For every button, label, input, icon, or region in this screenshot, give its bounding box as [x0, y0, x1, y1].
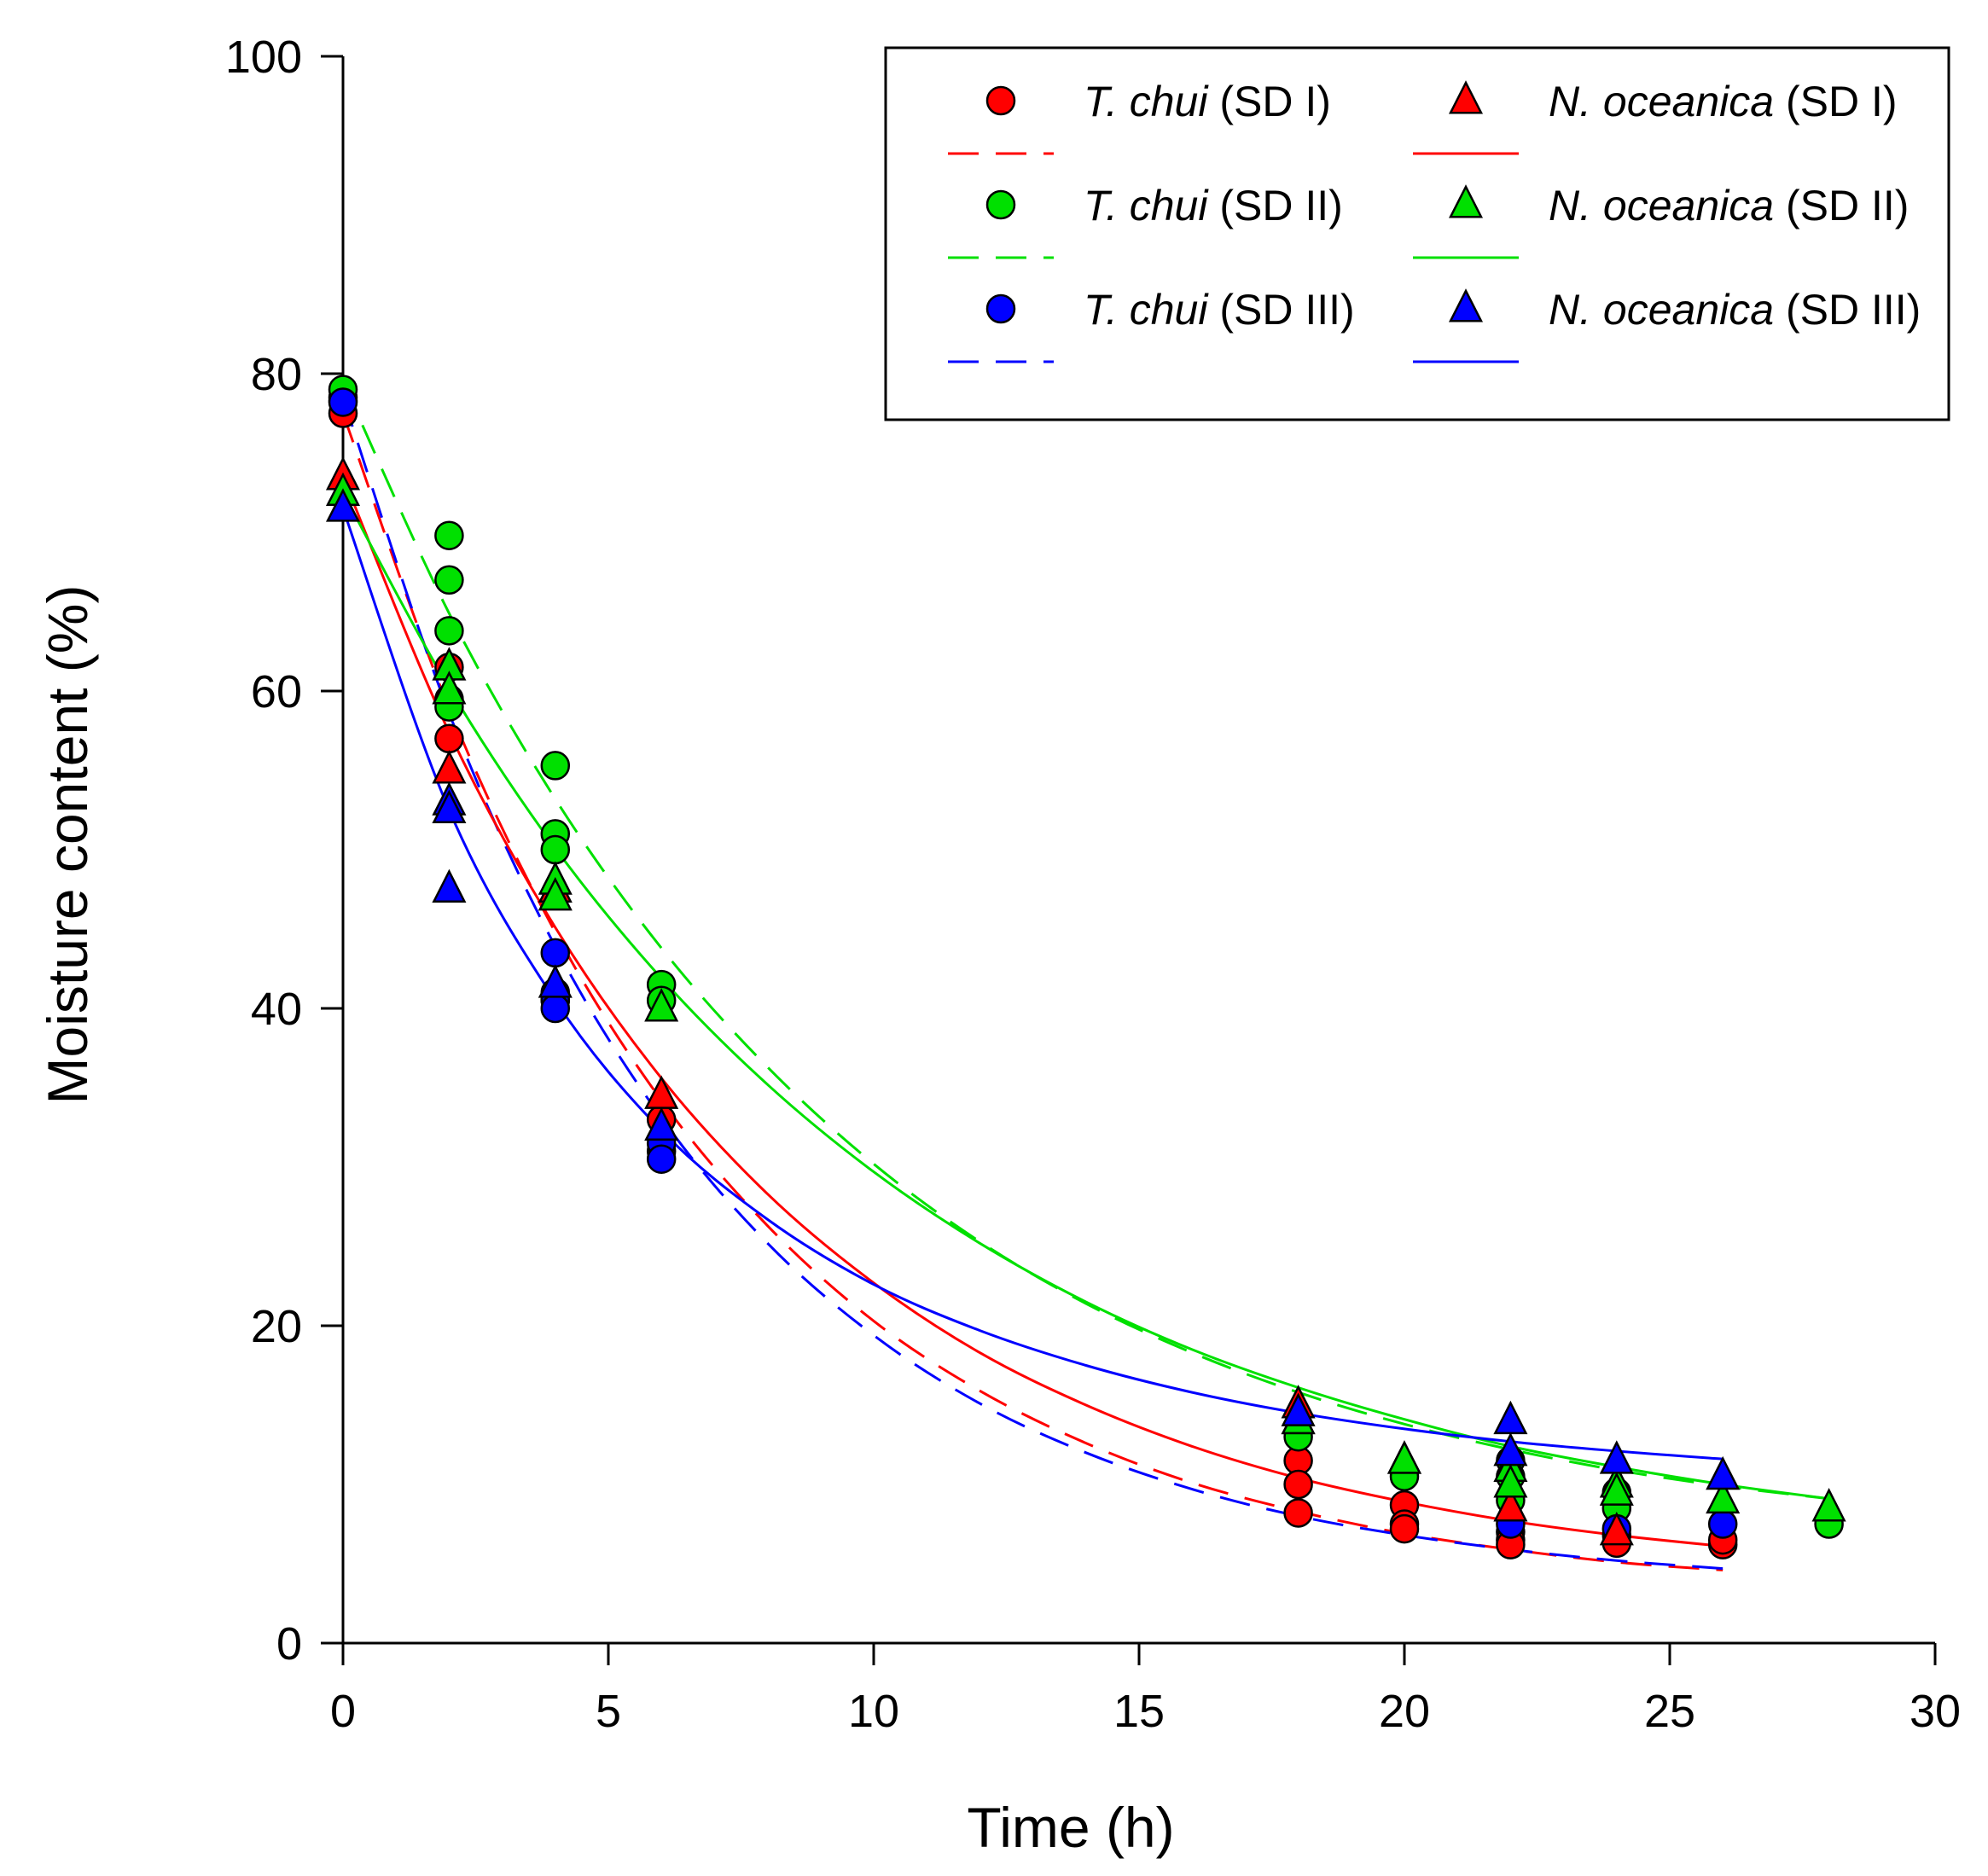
x-axis-title: Time (h)	[967, 1796, 1174, 1859]
fit-curve-t-chui-sd-ii	[341, 380, 1829, 1501]
data-point-triangle	[1599, 1440, 1634, 1474]
legend-condition: (SD III)	[1219, 286, 1354, 334]
data-point-triangle	[538, 876, 573, 911]
legend-species: T. chui	[1084, 78, 1209, 125]
legend-condition: (SD II)	[1786, 182, 1909, 229]
y-tick-label: 0	[276, 1618, 302, 1670]
data-point-circle	[540, 993, 571, 1024]
legend: T. chui (SD I)T. chui (SD II)T. chui (SD…	[884, 46, 1950, 421]
legend-box	[884, 46, 1950, 421]
x-tick-label: 0	[330, 1686, 356, 1737]
fit-curve-t-chui-sd-iii	[341, 397, 1724, 1571]
data-point-triangle	[1706, 1455, 1741, 1490]
legend-species: N. oceanica	[1549, 286, 1774, 334]
axes: 0 5 10 15 20 25 30 0 20 40 60 80 100	[225, 32, 1961, 1737]
data-point-triangle	[1493, 1400, 1528, 1435]
data-point-triangle	[1599, 1472, 1634, 1506]
data-point-circle	[1707, 1509, 1738, 1539]
legend-species: N. oceanica	[1549, 78, 1774, 125]
y-axis-title: Moisture content (%)	[36, 585, 99, 1105]
x-tick-label: 25	[1644, 1686, 1695, 1737]
legend-marker	[985, 293, 1016, 324]
data-point-circle	[434, 520, 464, 550]
legend-condition: (SD III)	[1786, 286, 1921, 334]
legend-label: T. chui (SD II)	[1084, 182, 1343, 229]
legend-species: T. chui	[1084, 182, 1209, 229]
legend-condition: (SD I)	[1786, 78, 1898, 125]
legend-marker	[985, 85, 1016, 116]
x-tick-label: 15	[1113, 1686, 1165, 1737]
data-point-circle	[1389, 1513, 1420, 1544]
legend-marker	[985, 189, 1016, 220]
data-point-triangle	[1599, 1511, 1634, 1546]
legend-species: T. chui	[1084, 286, 1209, 334]
y-tick-label: 60	[251, 666, 302, 717]
data-point-triangle	[432, 671, 467, 705]
fit-curve-n-oceanica-sd-iii	[341, 508, 1724, 1461]
data-point-triangle	[1493, 1432, 1528, 1467]
legend-condition: (SD I)	[1219, 78, 1331, 125]
fit-curve-t-chui-sd-i	[341, 412, 1724, 1571]
data-point-circle	[1283, 1469, 1313, 1500]
data-point-triangle	[1386, 1440, 1422, 1474]
data-point-circle	[434, 565, 464, 595]
legend-label: N. oceanica (SD I)	[1549, 78, 1898, 125]
x-tick-label: 20	[1379, 1686, 1430, 1737]
data-point-triangle	[1281, 1392, 1316, 1426]
data-point-circle	[434, 616, 464, 646]
legend-label: T. chui (SD I)	[1084, 78, 1331, 125]
legend-marker	[1448, 80, 1484, 114]
data-point-triangle	[1706, 1479, 1741, 1514]
data-point-triangle	[1493, 1488, 1528, 1522]
legend-species: N. oceanica	[1549, 182, 1774, 229]
data-point-circle	[540, 834, 571, 865]
x-tick-label: 5	[596, 1686, 621, 1737]
x-tick-label: 30	[1910, 1686, 1961, 1737]
fit-curves	[341, 380, 1829, 1571]
data-point-triangle	[644, 1106, 679, 1141]
data-point-circle	[540, 938, 571, 968]
legend-label: T. chui (SD III)	[1084, 286, 1355, 334]
fit-curve-n-oceanica-sd-i	[341, 476, 1724, 1548]
data-point-triangle	[1493, 1464, 1528, 1498]
data-points	[325, 375, 1846, 1559]
data-point-circle	[434, 723, 464, 754]
data-point-circle	[540, 751, 571, 781]
legend-condition: (SD II)	[1219, 182, 1342, 229]
data-point-triangle	[1811, 1488, 1846, 1522]
y-tick-label: 40	[251, 984, 302, 1035]
y-tick-label: 20	[251, 1301, 302, 1352]
legend-marker	[1448, 184, 1484, 218]
data-point-triangle	[432, 868, 467, 903]
legend-label: N. oceanica (SD II)	[1549, 182, 1909, 229]
data-point-circle	[328, 387, 358, 417]
data-point-triangle	[644, 988, 679, 1022]
data-point-triangle	[325, 488, 361, 522]
x-tick-label: 10	[848, 1686, 899, 1737]
legend-label: N. oceanica (SD III)	[1549, 286, 1921, 334]
data-point-circle	[1283, 1498, 1313, 1528]
y-tick-label: 100	[225, 32, 302, 83]
data-point-circle	[646, 1144, 677, 1174]
data-point-triangle	[538, 964, 573, 998]
legend-marker	[1448, 288, 1484, 322]
y-tick-label: 80	[251, 349, 302, 400]
data-point-triangle	[432, 789, 467, 824]
